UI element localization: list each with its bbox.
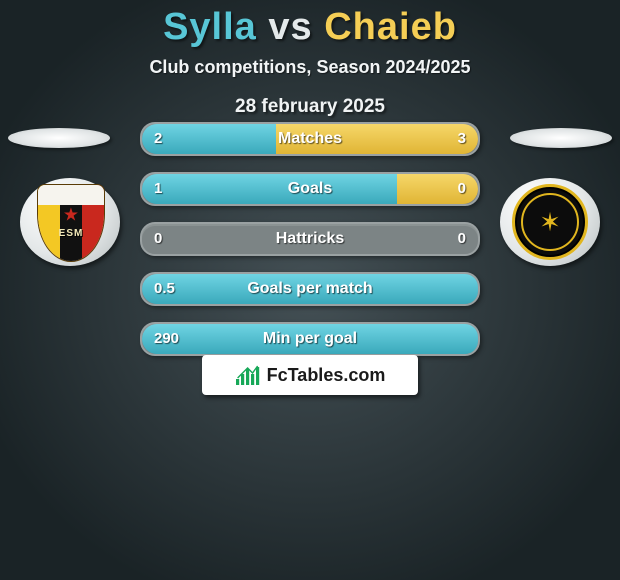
club-badge-right: ✶ [500,178,600,266]
stat-row: 290Min per goal [140,322,480,356]
star-icon: ★ [63,205,79,226]
stat-label: Hattricks [142,224,478,254]
branding-text: FcTables.com [267,365,386,386]
infographic-root: Sylla vs Chaieb Club competitions, Seaso… [0,0,620,580]
bars-icon [235,364,261,386]
date: 28 february 2025 [0,96,620,118]
vs-separator: vs [268,6,312,48]
player1-halo [8,128,110,148]
branding-badge: FcTables.com [202,355,418,395]
stat-row: 0.5Goals per match [140,272,480,306]
player2-name: Chaieb [324,6,457,48]
player2-halo [510,128,612,148]
stat-label: Min per goal [142,324,478,354]
stat-row: 10Goals [140,172,480,206]
stat-rows: 23Matches 10Goals 00Hattricks 0.5Goals per … [140,122,480,372]
subtitle: Club competitions, Season 2024/2025 [0,57,620,78]
stat-row: 00Hattricks [140,222,480,256]
player1-name: Sylla [163,6,257,48]
stat-label: Matches [142,124,478,154]
stat-label: Goals [142,174,478,204]
usbg-crest: ✶ [512,184,588,260]
club-badge-left: ★ ESM [20,178,120,266]
title: Sylla vs Chaieb [0,0,620,49]
stat-row: 23Matches [140,122,480,156]
esm-crest-text: ESM [38,228,104,239]
palm-icon: ✶ [539,209,561,235]
esm-crest: ★ ESM [37,184,103,260]
stat-label: Goals per match [142,274,478,304]
